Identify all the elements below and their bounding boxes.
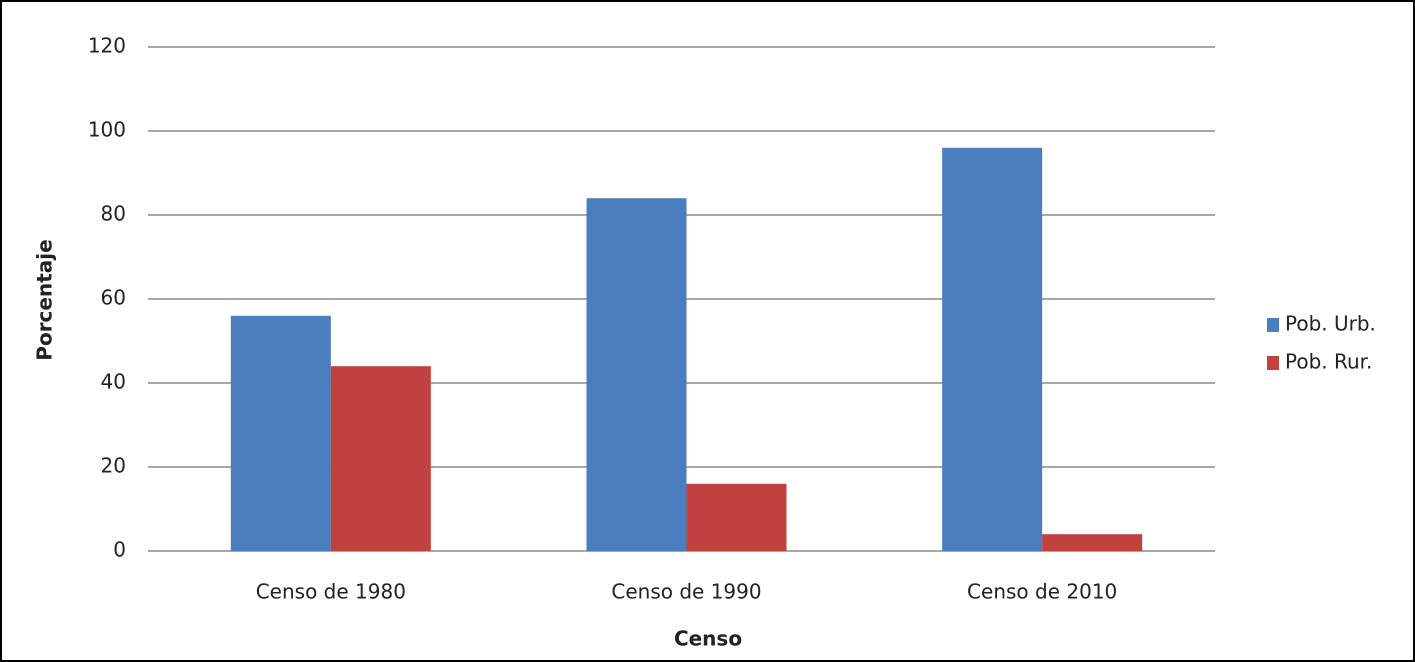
x-tick-label: Censo de 1990	[611, 580, 761, 604]
bar	[942, 147, 1043, 552]
x-tick-label: Censo de 2010	[967, 580, 1117, 604]
bar	[1042, 534, 1143, 551]
legend-label: Pob. Rur.	[1285, 350, 1372, 374]
bar	[230, 315, 331, 551]
y-tick-label: 60	[101, 286, 126, 310]
bar	[686, 483, 787, 551]
bar	[586, 198, 687, 551]
y-tick-label: 80	[101, 202, 126, 226]
y-tick-label: 0	[113, 538, 126, 562]
y-axis-label: Porcentaje	[33, 239, 57, 360]
x-tick-label: Censo de 1980	[256, 580, 406, 604]
legend-label: Pob. Urb.	[1285, 312, 1376, 336]
y-tick-label: 120	[88, 34, 126, 58]
legend-swatch	[1267, 356, 1279, 370]
y-tick-label: 100	[88, 118, 126, 142]
bar	[330, 366, 431, 551]
y-tick-label: 40	[101, 370, 126, 394]
x-axis-label: Censo	[674, 627, 742, 651]
y-tick-label: 20	[101, 454, 126, 478]
legend-swatch	[1267, 318, 1279, 332]
